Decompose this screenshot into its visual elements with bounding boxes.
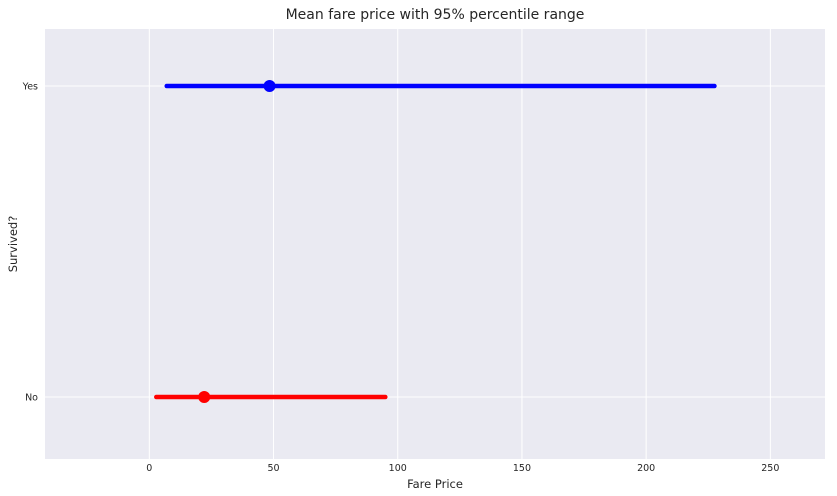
chart-title: Mean fare price with 95% percentile rang… <box>286 7 585 23</box>
x-axis-label: Fare Price <box>407 477 463 491</box>
mean-point-yes <box>263 80 276 92</box>
y-axis-label: Survived? <box>6 216 20 273</box>
x-tick-label: 100 <box>389 463 407 474</box>
mean-point-no <box>198 391 211 403</box>
x-tick-label: 200 <box>637 463 655 474</box>
y-tick-label: Yes <box>22 82 38 93</box>
plot-area <box>45 29 825 459</box>
data-marks <box>154 80 717 403</box>
x-tick-label: 150 <box>513 463 531 474</box>
x-tick-label: 50 <box>267 463 279 474</box>
tick-labels: 0 50 100 150 200 250 Yes No <box>22 82 780 475</box>
y-tick-label: No <box>25 393 38 404</box>
x-tick-label: 0 <box>146 463 152 474</box>
x-tick-label: 250 <box>761 463 779 474</box>
